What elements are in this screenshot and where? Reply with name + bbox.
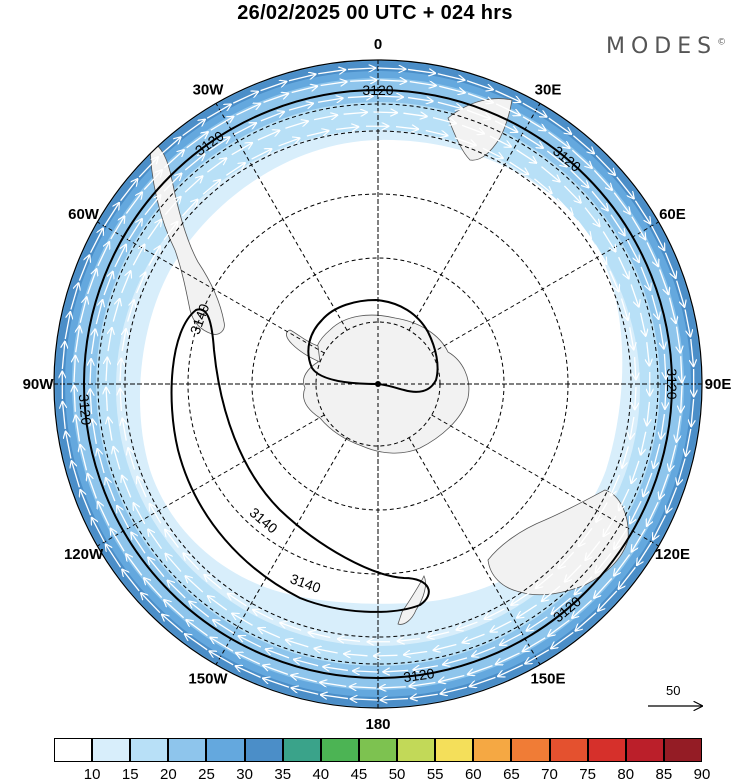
reference-vector-label: 50 [666, 683, 680, 698]
colorbar-swatch [588, 738, 626, 762]
colorbar-swatch [664, 738, 702, 762]
colorbar-tick-label: 40 [306, 766, 336, 783]
colorbar-tick-label: 30 [230, 766, 260, 783]
longitude-label: 150E [530, 670, 565, 687]
colorbar-swatch [435, 738, 473, 762]
colorbar-tick-label: 80 [611, 766, 641, 783]
colorbar-tick-label: 90 [687, 766, 717, 783]
colorbar-tick-label: 45 [344, 766, 374, 783]
colorbar-tick-label: 20 [153, 766, 183, 783]
colorbar-swatch [206, 738, 244, 762]
colorbar-tick-label: 85 [649, 766, 679, 783]
colorbar-swatch [321, 738, 359, 762]
longitude-label: 30E [535, 82, 562, 99]
longitude-label: 90W [23, 376, 55, 393]
longitude-label: 0 [374, 36, 382, 53]
colorbar-swatch [473, 738, 511, 762]
colorbar-swatch [359, 738, 397, 762]
streamline-arrow [374, 112, 398, 113]
colorbar-tick-label: 50 [382, 766, 412, 783]
longitude-label: 120W [64, 546, 104, 563]
colorbar-swatch [54, 738, 92, 762]
contour-value-label: 3120 [362, 82, 393, 98]
colorbar-swatch [130, 738, 168, 762]
colorbar-swatch [283, 738, 321, 762]
longitude-label: 150W [188, 670, 228, 687]
colorbar-tick-label: 75 [573, 766, 603, 783]
colorbar-tick-label: 65 [496, 766, 526, 783]
colorbar-swatch [626, 738, 664, 762]
longitude-label: 60E [659, 206, 686, 223]
streamline-arrow [374, 655, 398, 656]
colorbar-swatch [245, 738, 283, 762]
colorbar-tick-label: 60 [458, 766, 488, 783]
colorbar-tick-label: 15 [115, 766, 145, 783]
longitude-label: 120E [655, 546, 690, 563]
colorbar-swatch [92, 738, 130, 762]
longitude-label: 180 [365, 716, 390, 733]
colorbar-tick-label: 55 [420, 766, 450, 783]
colorbar-swatch [511, 738, 549, 762]
longitude-label: 90E [705, 376, 732, 393]
colorbar-swatch [168, 738, 206, 762]
colorbar-swatch [550, 738, 588, 762]
colorbar-tick-label: 70 [535, 766, 565, 783]
longitude-label: 30W [193, 82, 225, 99]
colorbar-tick-label: 25 [191, 766, 221, 783]
contour-value-label: 3120 [76, 393, 95, 426]
longitude-label: 60W [68, 206, 100, 223]
colorbar-tick-label: 10 [77, 766, 107, 783]
colorbar-tick-label: 35 [268, 766, 298, 783]
pole-marker [375, 381, 381, 387]
colorbar [54, 738, 702, 762]
colorbar-swatch [397, 738, 435, 762]
contour-value-label: 3120 [664, 368, 680, 399]
